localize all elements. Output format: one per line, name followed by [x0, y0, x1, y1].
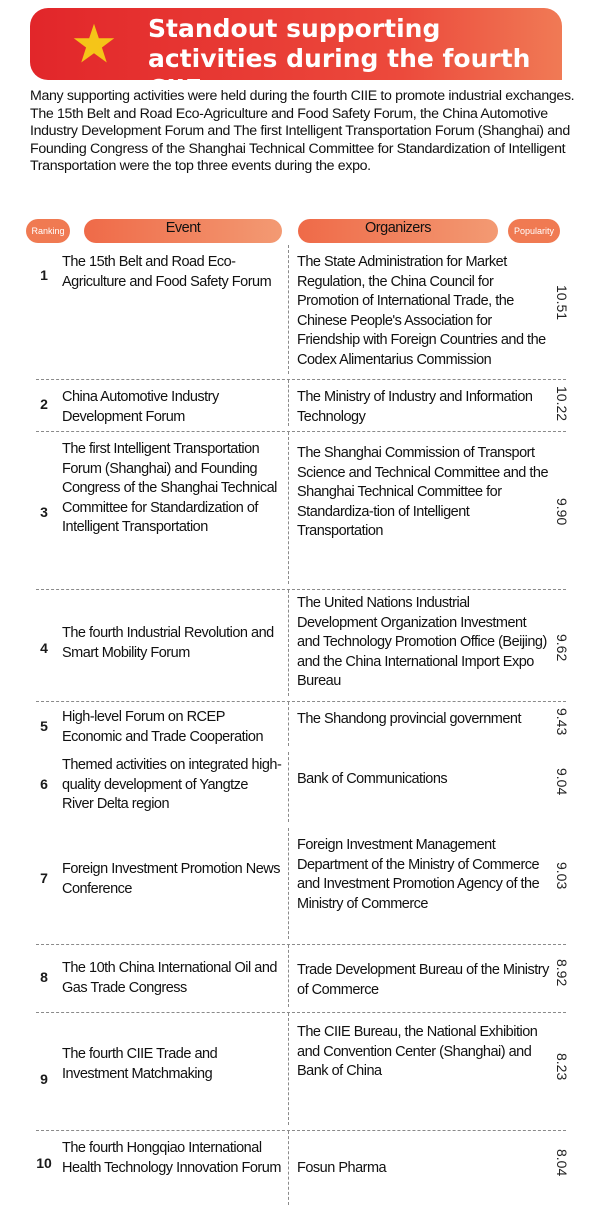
row-divider: [36, 1130, 566, 1131]
row-divider: [36, 701, 566, 702]
header-event: Event: [84, 219, 282, 243]
event-name: China Automotive Industry Development Fo…: [62, 389, 219, 425]
popularity-value: 8.04: [554, 1149, 570, 1177]
table-row: 7 Foreign Investment Promotion News Conf…: [26, 828, 570, 945]
rank-number: 5: [40, 718, 48, 734]
popularity-value: 9.43: [554, 708, 570, 736]
event-name: The 10th China International Oil and Gas…: [62, 960, 277, 996]
organizers-text: The State Administration for Market Regu…: [297, 254, 546, 368]
event-name: Foreign Investment Promotion News Confer…: [62, 861, 281, 897]
rank-number: 4: [40, 640, 48, 656]
table-row: 10 The fourth Hongqiao International Hea…: [26, 1131, 570, 1211]
column-divider: [288, 245, 289, 374]
row-divider: [36, 944, 566, 945]
row-divider: [36, 1012, 566, 1013]
rank-number: 10: [36, 1155, 52, 1171]
popularity-value: 8.92: [554, 959, 570, 987]
column-divider: [288, 380, 289, 426]
event-name: High-level Forum on RCEP Economic and Tr…: [62, 709, 264, 745]
rank-number: 3: [40, 504, 48, 520]
row-divider: [36, 431, 566, 432]
title-banner: Standout supporting activities during th…: [30, 8, 562, 103]
event-name: The fourth CIIE Trade and Investment Mat…: [62, 1046, 218, 1082]
rank-number: 9: [40, 1071, 48, 1087]
organizers-text: The United Nations Industrial Developmen…: [297, 595, 547, 689]
table-row: 8 The 10th China International Oil and G…: [26, 945, 570, 1013]
popularity-value: 10.51: [554, 285, 570, 321]
row-divider: [36, 589, 566, 590]
intro-paragraph: Many supporting activities were held dur…: [30, 88, 575, 175]
event-name: The fourth Hongqiao International Health…: [62, 1140, 281, 1176]
rank-number: 1: [40, 267, 48, 283]
column-divider: [288, 945, 289, 1007]
popularity-value: 9.04: [554, 768, 570, 796]
table-row: 6 Themed activities on integrated high-q…: [26, 752, 570, 828]
rank-number: 6: [40, 776, 48, 792]
organizers-text: The CIIE Bureau, the National Exhibition…: [297, 1024, 538, 1079]
column-divider: [288, 1131, 289, 1205]
event-name: Themed activities on integrated high-qua…: [62, 757, 282, 812]
column-divider: [288, 752, 289, 822]
column-divider: [288, 702, 289, 746]
event-name: The 15th Belt and Road Eco-Agriculture a…: [62, 254, 272, 290]
table-row: 2 China Automotive Industry Development …: [26, 380, 570, 432]
organizers-text: Fosun Pharma: [297, 1160, 387, 1176]
rank-number: 2: [40, 396, 48, 412]
row-divider: [36, 379, 566, 380]
column-divider: [288, 432, 289, 584]
header-popularity: Popularity: [508, 219, 560, 243]
organizers-text: Foreign Investment Management Department…: [297, 837, 540, 912]
organizers-text: Trade Development Bureau of the Ministry…: [297, 962, 549, 998]
organizers-text: The Shanghai Commission of Transport Sci…: [297, 445, 549, 539]
rank-number: 7: [40, 870, 48, 886]
table-row: 4 The fourth Industrial Revolution and S…: [26, 590, 570, 702]
organizers-text: The Shandong provincial government: [297, 711, 522, 727]
popularity-value: 9.03: [554, 862, 570, 890]
popularity-value: 8.23: [554, 1053, 570, 1081]
table-row: 9 The fourth CIIE Trade and Investment M…: [26, 1013, 570, 1131]
table-row: 5 High-level Forum on RCEP Economic and …: [26, 702, 570, 752]
column-divider: [288, 1013, 289, 1125]
header-organizers: Organizers: [298, 219, 498, 243]
table-row: 1 The 15th Belt and Road Eco-Agriculture…: [26, 245, 570, 380]
table-row: 3 The first Intelligent Transportation F…: [26, 432, 570, 590]
organizers-text: The Ministry of Industry and Information…: [297, 389, 533, 425]
column-divider: [288, 828, 289, 939]
event-name: The fourth Industrial Revolution and Sma…: [62, 625, 274, 661]
column-divider: [288, 590, 289, 696]
organizers-text: Bank of Communications: [297, 771, 448, 787]
rank-number: 8: [40, 969, 48, 985]
popularity-value: 10.22: [554, 386, 570, 422]
popularity-value: 9.62: [554, 634, 570, 662]
popularity-value: 9.90: [554, 498, 570, 526]
star-icon: [73, 23, 115, 63]
header-ranking: Ranking: [26, 219, 70, 243]
event-name: The first Intelligent Transportation For…: [62, 441, 277, 535]
page-title: Standout supporting activities during th…: [148, 14, 531, 103]
